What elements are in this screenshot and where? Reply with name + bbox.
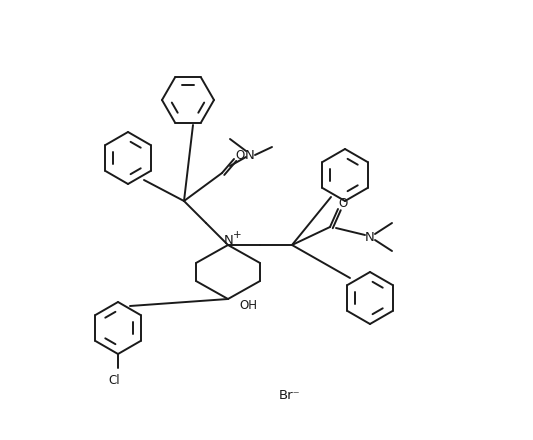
Text: Br⁻: Br⁻ (279, 389, 301, 401)
Text: OH: OH (239, 298, 257, 312)
Text: N: N (365, 231, 375, 243)
Text: +: + (233, 230, 241, 240)
Text: N: N (224, 234, 234, 246)
Text: O: O (338, 197, 348, 209)
Text: Cl: Cl (108, 374, 120, 386)
Text: O: O (236, 149, 245, 161)
Text: N: N (245, 149, 255, 161)
